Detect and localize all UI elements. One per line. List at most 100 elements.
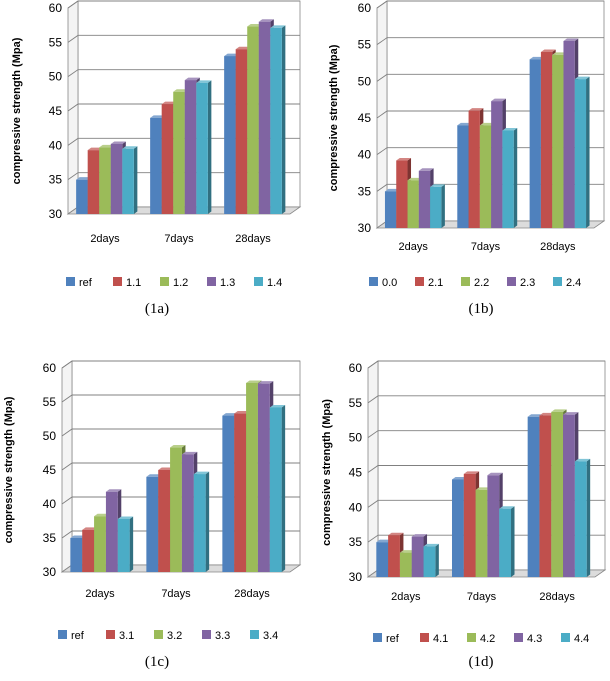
- chart-1a: 30 35 40 45 50 55 60 compressive strength (Mpa)…: [11, 0, 302, 289]
- y-tick-label: 35: [49, 173, 63, 187]
- legend-item: ref: [58, 630, 85, 642]
- x-tick-label: 7days: [164, 233, 194, 245]
- legend-swatch: [202, 630, 211, 639]
- chart-panel-1a: 30 35 40 45 50 55 60 compressive strength (Mpa)…: [0, 0, 305, 330]
- legend-item: 2.2: [461, 277, 489, 289]
- legend-item: 1.3: [207, 277, 235, 289]
- legend-swatch: [467, 633, 476, 642]
- legend-label: 2.3: [520, 277, 535, 289]
- bar: [269, 404, 286, 572]
- y-tick-label: 60: [358, 1, 372, 15]
- y-tick-label: 50: [43, 429, 57, 443]
- legend-swatch: [106, 630, 115, 639]
- gridline: [367, 360, 605, 369]
- y-tick-label: 55: [358, 38, 372, 52]
- legend-label: ref: [386, 633, 400, 645]
- bar: [574, 458, 591, 577]
- legend-label: 3.2: [167, 630, 182, 642]
- legend-item: ref: [66, 277, 93, 289]
- legend-swatch: [415, 277, 424, 286]
- y-tick-label: 30: [358, 221, 372, 235]
- x-tick-label: 2days: [391, 591, 421, 603]
- bar: [270, 25, 286, 215]
- y-tick-label: 30: [49, 207, 63, 221]
- gridline: [61, 360, 300, 369]
- legend-swatch: [154, 630, 163, 639]
- legend-swatch: [373, 633, 382, 642]
- gridline: [367, 395, 605, 404]
- legend-label: 0.0: [382, 277, 397, 289]
- gridline: [67, 0, 300, 9]
- legend-item: ref: [373, 633, 400, 645]
- legend-swatch: [369, 277, 378, 286]
- y-tick-label: 35: [349, 535, 363, 549]
- gridline: [67, 34, 300, 43]
- y-tick-label: 45: [49, 104, 63, 118]
- legend-label: 3.4: [263, 630, 278, 642]
- legend-swatch: [514, 633, 523, 642]
- y-tick-label: 35: [358, 184, 372, 198]
- legend-label: 2.1: [428, 277, 443, 289]
- legend-item: 1.2: [160, 277, 188, 289]
- legend-item: 2.3: [507, 277, 535, 289]
- bar: [430, 184, 445, 228]
- legend-item: 3.2: [154, 630, 182, 642]
- chart-1b: 30 35 40 45 50 55 60 compressive strength (Mpa)…: [328, 0, 606, 289]
- chart-caption: (1b): [468, 301, 494, 317]
- y-tick-label: 60: [43, 361, 57, 375]
- y-tick-label: 45: [358, 111, 372, 125]
- legend-swatch: [420, 633, 429, 642]
- y-tick-label: 35: [43, 531, 57, 545]
- y-tick-label: 55: [43, 395, 57, 409]
- legend-swatch: [66, 277, 75, 286]
- legend-label: 2.4: [566, 277, 581, 289]
- y-tick-label: 60: [49, 1, 63, 15]
- y-tick-label: 50: [49, 70, 63, 84]
- legend-label: 4.1: [433, 633, 448, 645]
- chart-panel-1c: 30 35 40 45 50 55 60 compressive strength (Mpa)…: [0, 350, 305, 681]
- legend-label: 3.1: [119, 630, 134, 642]
- gridline: [376, 0, 604, 9]
- bar: [423, 543, 439, 577]
- legend-item: 1.4: [254, 277, 282, 289]
- legend-swatch: [58, 630, 67, 639]
- y-tick-label: 40: [349, 500, 363, 514]
- legend-swatch: [561, 633, 570, 642]
- gridline: [61, 394, 300, 403]
- x-tick-label: 2days: [90, 233, 120, 245]
- legend-swatch: [254, 277, 263, 286]
- x-tick-label: 7days: [471, 241, 501, 253]
- chart-panel-1d: 30 35 40 45 50 55 60 compressive strength (Mpa)…: [305, 350, 610, 681]
- x-tick-label: 2days: [398, 241, 428, 253]
- y-tick-label: 50: [358, 74, 372, 88]
- x-tick-label: 7days: [161, 588, 191, 600]
- legend-item: 4.1: [420, 633, 448, 645]
- bar: [502, 127, 518, 228]
- legend-item: 0.0: [369, 277, 397, 289]
- legend-label: 4.4: [574, 633, 589, 645]
- legend-label: ref: [79, 277, 93, 289]
- y-tick-label: 45: [43, 463, 57, 477]
- y-tick-label: 30: [43, 565, 57, 579]
- y-tick-label: 50: [349, 431, 363, 445]
- legend-item: 3.3: [202, 630, 230, 642]
- chart-caption: (1a): [144, 301, 170, 317]
- legend-label: 1.1: [126, 277, 141, 289]
- legend-item: 3.1: [106, 630, 134, 642]
- legend-label: 1.4: [267, 277, 282, 289]
- chart-panel-1b: 30 35 40 45 50 55 60 compressive strength (Mpa)…: [305, 0, 610, 330]
- bar: [117, 516, 134, 572]
- legend-item: 2.1: [415, 277, 443, 289]
- legend-label: 1.3: [220, 277, 235, 289]
- y-tick-label: 40: [43, 497, 57, 511]
- legend-item: 1.1: [113, 277, 141, 289]
- x-tick-label: 28days: [234, 588, 270, 600]
- y-axis-label: compressive strength (Mpa): [321, 399, 333, 546]
- chart-caption: (1d): [468, 654, 494, 670]
- legend-label: 3.3: [215, 630, 230, 642]
- y-tick-label: 40: [49, 138, 63, 152]
- x-tick-label: 28days: [540, 241, 576, 253]
- legend-swatch: [207, 277, 216, 286]
- x-tick-label: 2days: [85, 588, 115, 600]
- legend-label: 2.2: [474, 277, 489, 289]
